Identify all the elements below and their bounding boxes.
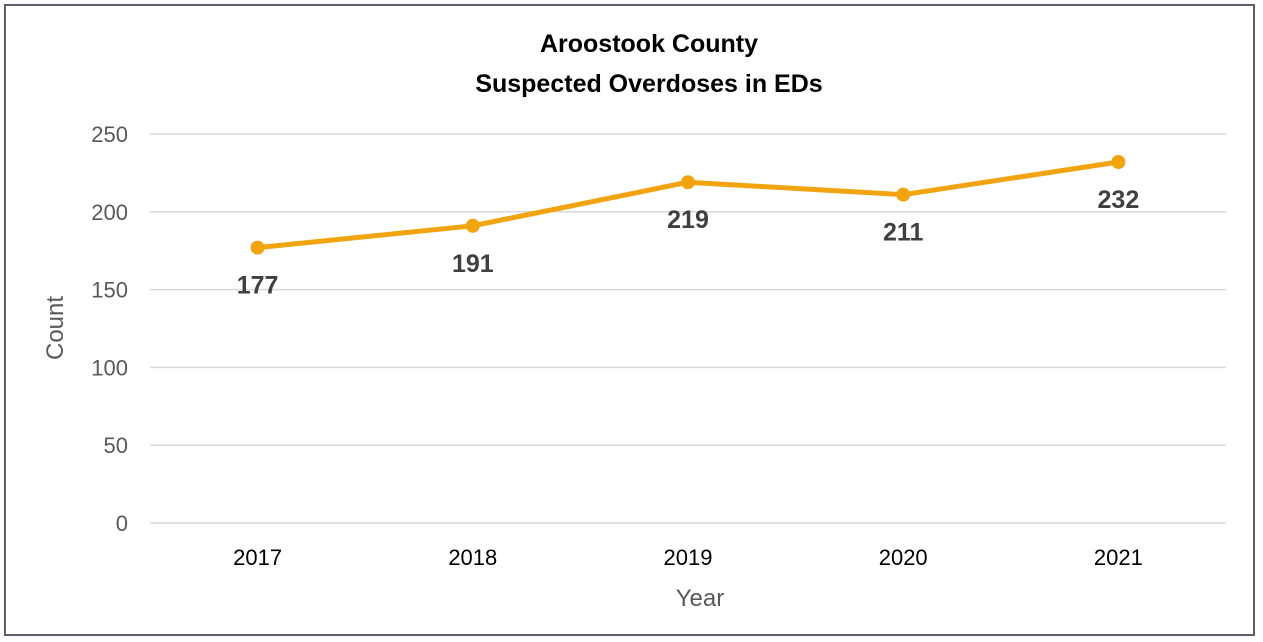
y-tick-label: 250 [91,122,128,147]
x-tick-label: 2020 [879,545,928,570]
y-tick-label: 150 [91,278,128,303]
x-tick-label: 2017 [233,545,282,570]
data-label: 219 [667,206,709,234]
chart-frame [4,4,1255,636]
x-tick-label: 2019 [664,545,713,570]
data-point [681,175,695,190]
series-line [255,159,1121,251]
x-axis-ticks: 2017 2018 2019 2020 2021 [233,545,1143,570]
chart-title-line-1: Aroostook County [540,30,758,58]
x-tick-label: 2018 [448,545,497,570]
y-tick-label: 100 [91,355,128,380]
gridlines [150,133,1226,524]
y-tick-label: 0 [116,511,128,536]
data-label: 177 [237,272,279,300]
data-label: 232 [1098,186,1140,214]
data-point [465,218,480,233]
y-tick-label: 200 [91,200,128,225]
data-label: 191 [452,250,494,278]
data-point [250,240,265,255]
data-label: 211 [883,219,923,247]
data-point [896,187,911,202]
x-tick-label: 2021 [1094,545,1143,570]
x-axis-title: Year [676,585,725,612]
series-layer [250,155,1126,255]
y-tick-label: 50 [104,433,128,458]
data-point [1111,155,1126,170]
y-axis-title: Count [42,296,69,360]
y-axis-ticks: 0 50 100 150 200 250 [91,122,128,536]
data-labels-layer: 177 191 219 211 232 [237,186,1140,300]
chart-title-line-2: Suspected Overdoses in EDs [475,70,822,98]
